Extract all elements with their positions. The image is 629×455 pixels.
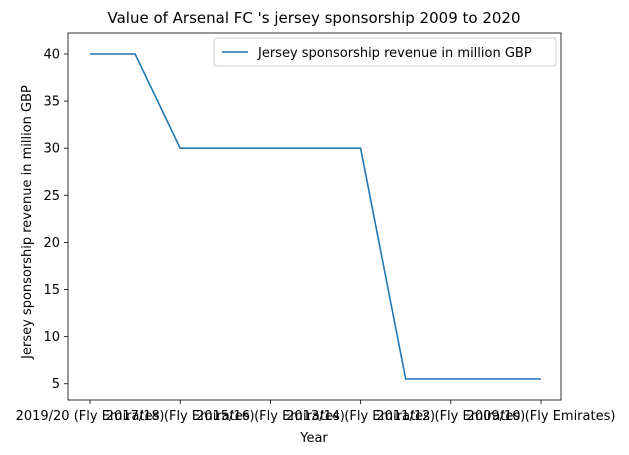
chart-title: Value of Arsenal FC 's jersey sponsorshi… <box>107 9 520 27</box>
x-tick-label: 2017/18 (Fly Emirates) <box>106 409 255 424</box>
y-tick-label: 25 <box>43 189 60 204</box>
y-tick-label: 15 <box>43 283 60 298</box>
x-tick-label: 2015/16 (Fly Emirates) <box>196 409 345 424</box>
x-tick-label: 2013/14 (Fly Emirates) <box>286 409 435 424</box>
y-tick-label: 5 <box>52 377 60 392</box>
y-tick-label: 20 <box>43 236 60 251</box>
x-tick-label: 2011/12 (Fly Emirates) <box>376 409 525 424</box>
legend-label: Jersey sponsorship revenue in million GB… <box>257 46 532 61</box>
x-axis-label: Year <box>299 431 328 446</box>
series-line <box>90 53 541 380</box>
legend-box <box>213 37 557 67</box>
y-tick-label: 10 <box>43 330 60 345</box>
y-tick-label: 40 <box>43 47 60 62</box>
x-tick-label: 2019/20 (Fly Emirates) <box>16 409 165 424</box>
plot-frame <box>67 32 562 401</box>
y-tick-label: 35 <box>43 95 60 110</box>
x-tick-label: 2009/10 (Fly Emirates) <box>467 409 616 424</box>
y-axis-label: Jersey sponsorship revenue in million GB… <box>20 85 35 360</box>
y-tick-label: 30 <box>43 142 60 157</box>
